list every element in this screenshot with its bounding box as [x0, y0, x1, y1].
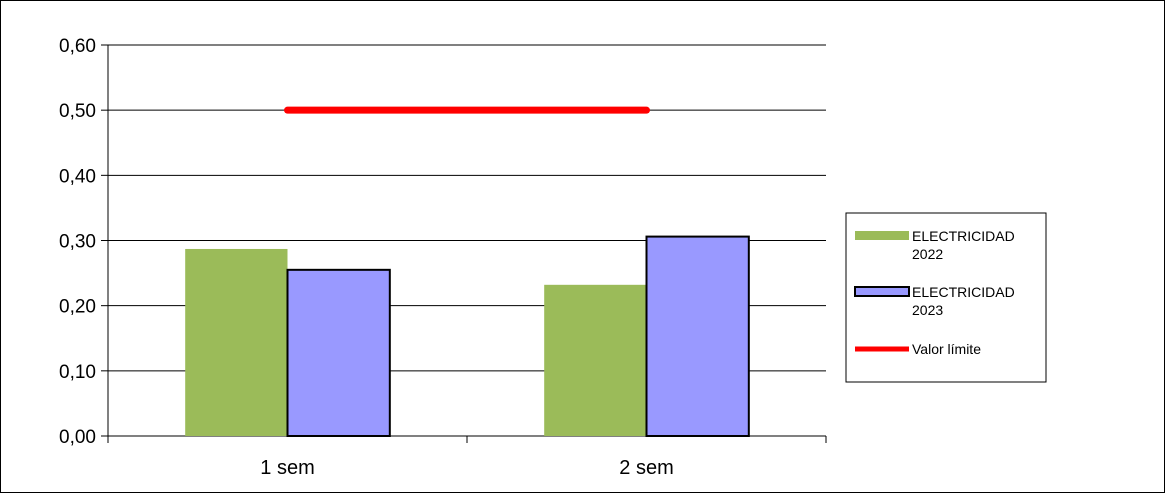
- y-tick-label: 0,50: [59, 101, 96, 122]
- legend-label: Valor límite: [912, 341, 981, 357]
- bar: [645, 235, 750, 437]
- legend-swatch: [854, 286, 910, 297]
- legend-label: ELECTRICIDAD 2022: [912, 228, 1015, 262]
- bar: [286, 268, 391, 438]
- y-tick-label: 0,10: [59, 362, 96, 383]
- x-axis: 1 sem 2 sem: [107, 435, 827, 479]
- bar: [185, 248, 288, 436]
- y-tick-label: 0,40: [59, 166, 96, 187]
- x-tick-label: 1 sem: [260, 457, 314, 479]
- legend-label: ELECTRICIDAD 2023: [912, 284, 1015, 318]
- legend: ELECTRICIDAD 2022 ELECTRICIDAD 2023 Valor lí…: [845, 212, 1047, 383]
- legend-box: [845, 212, 1047, 383]
- y-axis: 0,00 0,10 0,20 0,30 0,40 0,50 0,60: [59, 36, 109, 448]
- y-tick-label: 0,00: [59, 427, 96, 448]
- bar: [544, 284, 647, 436]
- y-tick-label: 0,60: [59, 36, 96, 57]
- x-tick-label: 2 sem: [619, 457, 673, 479]
- bars: [185, 235, 750, 438]
- y-tick-label: 0,30: [59, 232, 96, 253]
- legend-swatch: [855, 231, 909, 240]
- y-tick-label: 0,20: [59, 297, 96, 318]
